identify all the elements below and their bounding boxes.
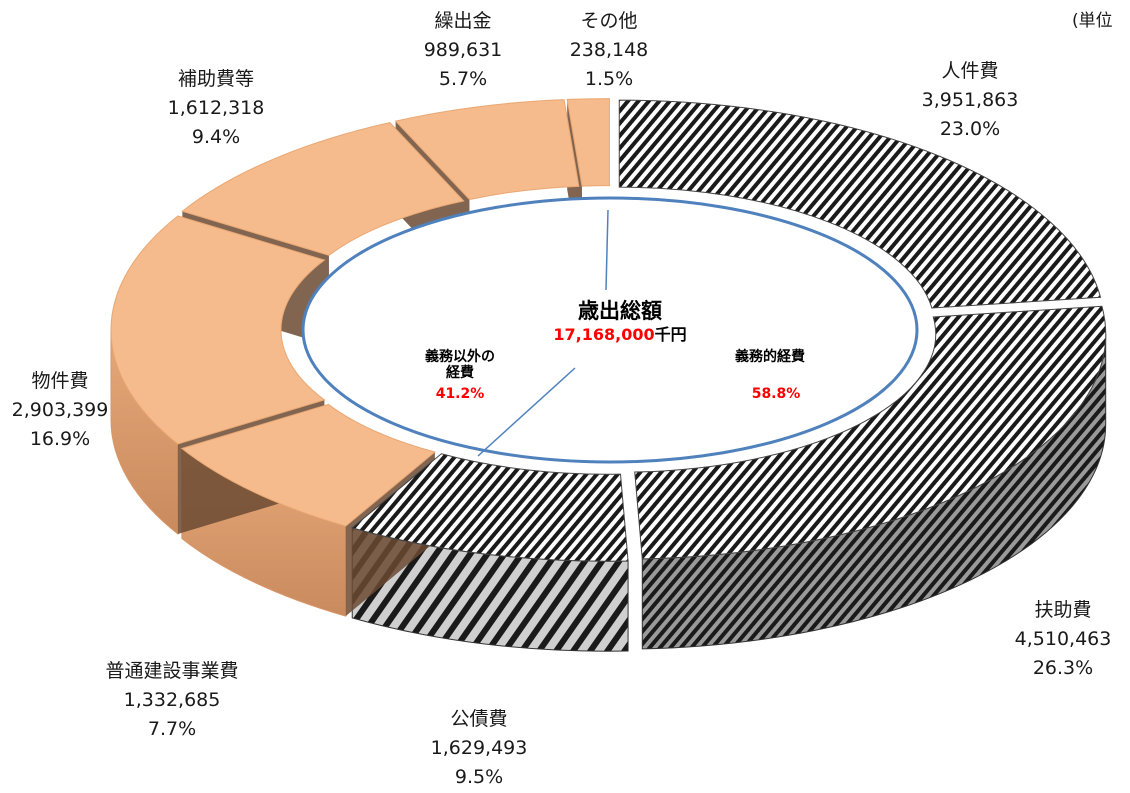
slice-label-public-debt: 公債費 1,629,493 9.5% [369, 705, 589, 792]
slice-label-others: その他 238,148 1.5% [499, 7, 719, 94]
slice-percent: 9.4% [191, 126, 241, 148]
slice-name: 扶助費 [1034, 599, 1092, 621]
slice-percent: 5.7% [438, 68, 488, 90]
total-label: 歳出総額 [578, 299, 662, 323]
slice-percent: 9.5% [454, 766, 504, 788]
divider-line-top [605, 209, 609, 291]
slice-value: 1,629,493 [430, 737, 528, 759]
slice-label-construction: 普通建設事業費 1,332,685 7.7% [62, 657, 282, 744]
center-ellipse [301, 196, 919, 464]
slice-value: 3,951,863 [921, 89, 1019, 111]
slice-label-assistance: 扶助費 4,510,463 26.3% [953, 596, 1130, 683]
slice-label-transfers: 繰出金 989,631 5.7% [353, 7, 573, 94]
slice-value: 1,612,318 [167, 97, 265, 119]
group-other-label-1: 義務以外の [425, 348, 495, 365]
slice-label-subsidies: 補助費等 1,612,318 9.4% [106, 65, 326, 152]
slice-value: 4,510,463 [1014, 628, 1112, 650]
slice-name: 補助費等 [177, 68, 254, 90]
slice-label-personnel: 人件費 3,951,863 23.0% [860, 57, 1080, 144]
slice-percent: 16.9% [29, 428, 91, 450]
slice-name: 繰出金 [434, 10, 492, 32]
slice-value: 1,332,685 [123, 689, 221, 711]
slice-name: その他 [580, 10, 638, 32]
divider-line-bottom [477, 367, 576, 457]
slice-name: 普通建設事業費 [105, 660, 239, 682]
slice-label-goods: 物件費 2,903,399 16.9% [0, 367, 170, 454]
slice-name: 人件費 [941, 60, 999, 82]
slice-name: 物件費 [31, 370, 89, 392]
slice-percent: 1.5% [584, 68, 634, 90]
unit-note: (単位 [1072, 11, 1113, 31]
group-mandatory-label: 義務的経費 [735, 348, 805, 365]
total-value: 17,168,000千円 [553, 325, 686, 344]
slice-percent: 7.7% [147, 718, 197, 740]
slice-name: 公債費 [450, 708, 508, 730]
slice-public-debt [351, 453, 629, 562]
slice-construction [180, 403, 436, 527]
slice-personnel [618, 99, 1102, 309]
slice-transfers [394, 99, 580, 201]
group-other-label-2: 経費 [446, 364, 474, 381]
slice-percent: 23.0% [939, 118, 1001, 140]
slice-assistance [634, 305, 1107, 560]
slice-subsidies [181, 122, 465, 256]
group-mandatory-pct: 58.8% [752, 386, 801, 402]
slice-percent: 26.3% [1032, 657, 1094, 679]
group-other-pct: 41.2% [436, 386, 485, 402]
slice-value: 2,903,399 [11, 399, 109, 421]
slice-others [566, 98, 610, 187]
slice-goods [110, 215, 326, 445]
slice-value: 238,148 [569, 39, 649, 61]
slice-value: 989,631 [423, 39, 503, 61]
